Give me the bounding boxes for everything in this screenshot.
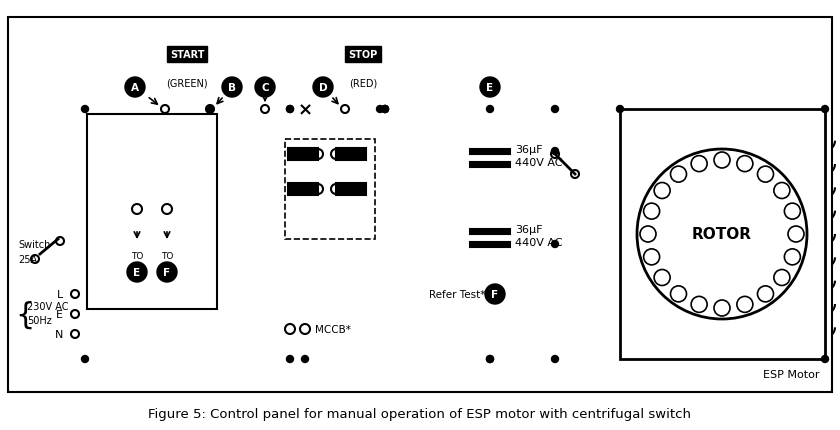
Text: STOP: STOP bbox=[349, 50, 378, 60]
Text: ROTOR: ROTOR bbox=[692, 227, 752, 242]
Text: F: F bbox=[164, 267, 171, 277]
Text: A: A bbox=[131, 83, 139, 93]
Circle shape bbox=[157, 262, 177, 283]
Bar bbox=[470, 230, 510, 234]
Text: E: E bbox=[486, 83, 494, 93]
Bar bbox=[620, 110, 825, 359]
Bar bbox=[470, 150, 510, 155]
Text: 230V AC: 230V AC bbox=[27, 301, 69, 311]
Circle shape bbox=[313, 78, 333, 98]
Text: Figure 5: Control panel for manual operation of ESP motor with centrifugal switc: Figure 5: Control panel for manual opera… bbox=[149, 408, 691, 421]
Text: 36μF: 36μF bbox=[515, 224, 543, 234]
Circle shape bbox=[286, 106, 293, 113]
Circle shape bbox=[81, 356, 88, 362]
Text: 25A: 25A bbox=[18, 255, 37, 264]
Text: E: E bbox=[56, 309, 63, 319]
Bar bbox=[288, 149, 318, 161]
Circle shape bbox=[381, 106, 388, 113]
Circle shape bbox=[286, 106, 293, 113]
Text: 36μF: 36μF bbox=[515, 144, 543, 155]
Text: Switch: Switch bbox=[18, 240, 50, 249]
Text: bestengineringprojects.com: bestengineringprojects.com bbox=[234, 242, 447, 257]
Text: 50Hz: 50Hz bbox=[27, 315, 52, 325]
Text: (GREEN): (GREEN) bbox=[166, 78, 207, 88]
Circle shape bbox=[617, 106, 623, 113]
Text: C: C bbox=[261, 83, 269, 93]
Circle shape bbox=[822, 106, 828, 113]
Bar bbox=[8, 18, 832, 392]
Circle shape bbox=[207, 106, 213, 113]
Text: E: E bbox=[134, 267, 140, 277]
Bar bbox=[336, 184, 366, 196]
Circle shape bbox=[552, 356, 559, 362]
Circle shape bbox=[127, 262, 147, 283]
Text: (RED): (RED) bbox=[349, 78, 377, 88]
Circle shape bbox=[486, 356, 494, 362]
Circle shape bbox=[302, 356, 308, 362]
Text: {: { bbox=[15, 300, 34, 329]
Text: B: B bbox=[228, 83, 236, 93]
Circle shape bbox=[381, 106, 388, 113]
Text: D: D bbox=[318, 83, 328, 93]
Text: 440V AC: 440V AC bbox=[515, 237, 563, 247]
Bar bbox=[470, 243, 510, 247]
Circle shape bbox=[125, 78, 145, 98]
Circle shape bbox=[486, 356, 494, 362]
Circle shape bbox=[222, 78, 242, 98]
Circle shape bbox=[376, 106, 384, 113]
Circle shape bbox=[480, 78, 500, 98]
Text: Refer Test*: Refer Test* bbox=[428, 289, 485, 299]
Text: L: L bbox=[57, 289, 63, 299]
Circle shape bbox=[255, 78, 275, 98]
Bar bbox=[288, 184, 318, 196]
Circle shape bbox=[552, 106, 559, 113]
Circle shape bbox=[486, 106, 494, 113]
Text: TO: TO bbox=[131, 252, 143, 261]
Text: START: START bbox=[170, 50, 204, 60]
Circle shape bbox=[81, 106, 88, 113]
Circle shape bbox=[822, 356, 828, 362]
Text: ×: × bbox=[297, 101, 312, 119]
Text: ESP Motor: ESP Motor bbox=[764, 369, 820, 379]
Bar bbox=[470, 163, 510, 168]
Text: F: F bbox=[491, 289, 499, 299]
Circle shape bbox=[552, 241, 559, 248]
Text: MCCB*: MCCB* bbox=[315, 324, 351, 334]
Circle shape bbox=[286, 356, 293, 362]
Bar bbox=[87, 115, 217, 309]
Bar bbox=[336, 149, 366, 161]
Text: 440V AC: 440V AC bbox=[515, 158, 563, 168]
Circle shape bbox=[552, 148, 559, 155]
Circle shape bbox=[381, 106, 388, 113]
Circle shape bbox=[485, 284, 505, 304]
Text: TO: TO bbox=[160, 252, 173, 261]
Text: N: N bbox=[55, 329, 63, 339]
